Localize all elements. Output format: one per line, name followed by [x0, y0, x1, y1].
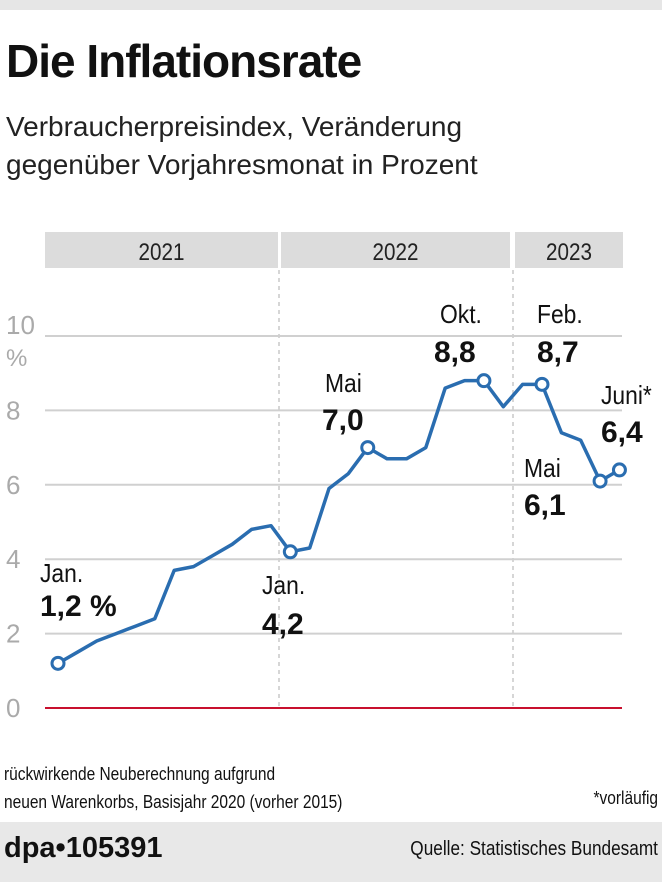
y-tick-label: 2: [6, 619, 20, 649]
annotation-value: 8,7: [537, 336, 579, 369]
annotation-value: 6,1: [524, 489, 566, 522]
y-tick-label: 8: [6, 395, 20, 425]
year-label: 2022: [373, 239, 419, 266]
highlight-marker: [592, 473, 608, 489]
year-band: [281, 232, 510, 268]
dpa-id: dpa•105391: [4, 832, 163, 864]
annotation-month: Okt.: [440, 301, 482, 330]
subtitle-line: Verbraucherpreisindex, Veränderung: [6, 111, 463, 142]
annotation-value: 1,2 %: [40, 590, 117, 623]
highlight-marker: [611, 462, 627, 478]
y-tick-label: 0: [6, 693, 20, 723]
source: Quelle: Statistisches Bundesamt: [410, 838, 658, 860]
y-tick-label: 4: [6, 544, 20, 574]
highlight-marker: [50, 655, 66, 671]
annotation-value: 6,4: [601, 416, 643, 449]
highlight-marker: [360, 440, 376, 456]
year-band: [515, 232, 623, 268]
note-line: neuen Warenkorbs, Basisjahr 2020 (vorher…: [4, 792, 343, 812]
annotation-month: Jan.: [40, 560, 83, 589]
y-tick-label: 10: [6, 310, 35, 340]
note-line: rückwirkende Neuberechnung aufgrund: [4, 764, 276, 784]
annotation-month: Mai: [325, 370, 362, 399]
highlight-marker: [282, 544, 298, 560]
preliminary-note: *vorläufig: [593, 788, 658, 808]
subtitle-line: gegenüber Vorjahresmonat in Prozent: [6, 149, 478, 180]
y-unit-label: %: [6, 345, 27, 372]
year-label: 2021: [139, 239, 185, 266]
y-tick-label: 6: [6, 470, 20, 500]
year-band: [45, 232, 278, 268]
annotation-value: 7,0: [322, 404, 364, 437]
annotation-month: Jan.: [262, 572, 305, 601]
series-line: [57, 378, 621, 665]
highlight-marker: [534, 376, 550, 392]
recalculation-note: rückwirkende Neuberechnung aufgrund neue…: [4, 760, 342, 816]
annotation-month: Feb.: [537, 301, 583, 330]
year-label: 2023: [546, 239, 592, 266]
chart-subtitle: Verbraucherpreisindex, Veränderung gegen…: [6, 108, 478, 184]
annotation-value: 8,8: [434, 336, 476, 369]
annotation-month: Mai: [524, 455, 561, 484]
footer: dpa•105391 Quelle: Statistisches Bundesa…: [0, 822, 662, 882]
top-strip: [0, 0, 662, 10]
chart-title: Die Inflationsrate: [6, 35, 362, 87]
annotation-month: Juni*: [601, 382, 652, 411]
highlight-marker: [476, 373, 492, 389]
annotation-value: 4,2: [262, 608, 304, 641]
